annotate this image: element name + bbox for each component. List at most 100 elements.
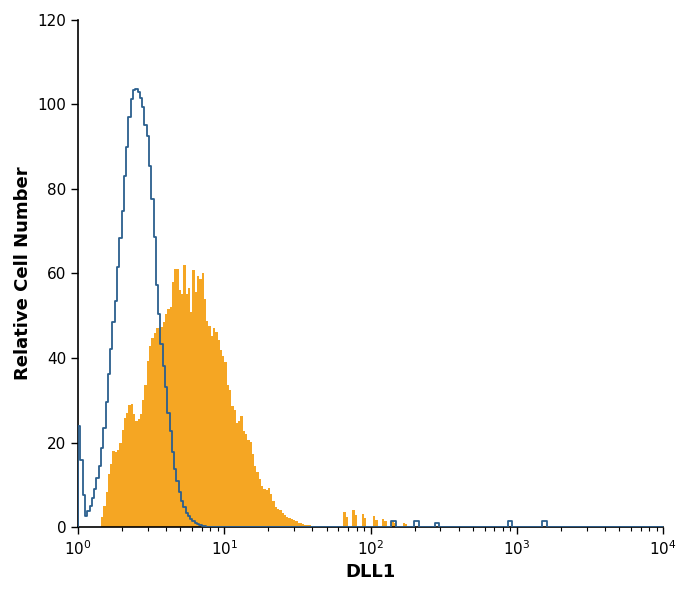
Bar (160, 327, 162, 527)
Bar (247, 440, 249, 527)
X-axis label: DLL1: DLL1 (346, 563, 396, 581)
Bar (131, 404, 133, 527)
Bar (197, 275, 199, 527)
Bar (183, 265, 186, 527)
Bar (135, 421, 138, 527)
Bar (352, 510, 354, 527)
Bar (115, 452, 117, 527)
Bar (240, 416, 243, 527)
Bar (202, 273, 204, 527)
Bar (309, 525, 311, 527)
Bar (243, 431, 245, 527)
Bar (108, 474, 110, 527)
Bar (252, 454, 254, 527)
Bar (281, 512, 284, 527)
Bar (142, 400, 144, 527)
Bar (263, 489, 265, 527)
Bar (106, 492, 108, 527)
Bar (346, 516, 348, 527)
Bar (270, 494, 272, 527)
Bar (188, 288, 190, 527)
Bar (245, 434, 247, 527)
Bar (129, 405, 131, 527)
Bar (300, 524, 302, 527)
Bar (156, 328, 158, 527)
Bar (405, 524, 407, 527)
Bar (291, 519, 293, 527)
Bar (354, 515, 357, 527)
Bar (288, 518, 291, 527)
Bar (211, 336, 213, 527)
Bar (172, 281, 174, 527)
Bar (144, 384, 146, 527)
Bar (272, 502, 275, 527)
Bar (227, 385, 229, 527)
Bar (138, 419, 140, 527)
Bar (122, 430, 124, 527)
Bar (391, 521, 394, 527)
Bar (169, 306, 172, 527)
Bar (364, 518, 366, 527)
Bar (279, 510, 281, 527)
Bar (124, 418, 126, 527)
Bar (298, 523, 300, 527)
Bar (231, 406, 234, 527)
Bar (165, 314, 167, 527)
Bar (209, 327, 211, 527)
Bar (220, 349, 222, 527)
Bar (167, 309, 169, 527)
Bar (343, 512, 346, 527)
Bar (403, 523, 405, 527)
Bar (375, 519, 377, 527)
Y-axis label: Relative Cell Number: Relative Cell Number (14, 167, 32, 380)
Bar (186, 294, 188, 527)
Bar (192, 270, 195, 527)
Bar (384, 521, 387, 527)
Bar (162, 322, 165, 527)
Bar (256, 472, 258, 527)
Bar (149, 346, 151, 527)
Bar (286, 518, 288, 527)
Bar (126, 413, 129, 527)
Bar (117, 450, 120, 527)
Bar (158, 328, 160, 527)
Bar (133, 414, 135, 527)
Bar (113, 451, 115, 527)
Bar (316, 526, 318, 527)
Bar (101, 517, 103, 527)
Bar (236, 423, 238, 527)
Bar (305, 525, 307, 527)
Bar (140, 414, 142, 527)
Bar (277, 509, 279, 527)
Bar (254, 466, 256, 527)
Bar (174, 269, 176, 527)
Bar (179, 290, 181, 527)
Bar (222, 356, 225, 527)
Bar (261, 486, 263, 527)
Bar (382, 519, 384, 527)
Bar (206, 321, 209, 527)
Bar (199, 279, 202, 527)
Bar (268, 488, 270, 527)
Bar (373, 516, 375, 527)
Bar (216, 333, 218, 527)
Bar (238, 421, 240, 527)
Bar (225, 362, 227, 527)
Bar (195, 292, 197, 527)
Bar (249, 442, 252, 527)
Bar (176, 270, 179, 527)
Bar (265, 490, 268, 527)
Bar (213, 327, 216, 527)
Bar (311, 525, 314, 527)
Bar (204, 299, 206, 527)
Bar (120, 443, 122, 527)
Bar (275, 507, 277, 527)
Bar (394, 522, 396, 527)
Bar (293, 521, 295, 527)
Bar (110, 464, 113, 527)
Bar (307, 525, 309, 527)
Bar (302, 524, 305, 527)
Bar (181, 294, 183, 527)
Bar (218, 340, 220, 527)
Bar (318, 526, 321, 527)
